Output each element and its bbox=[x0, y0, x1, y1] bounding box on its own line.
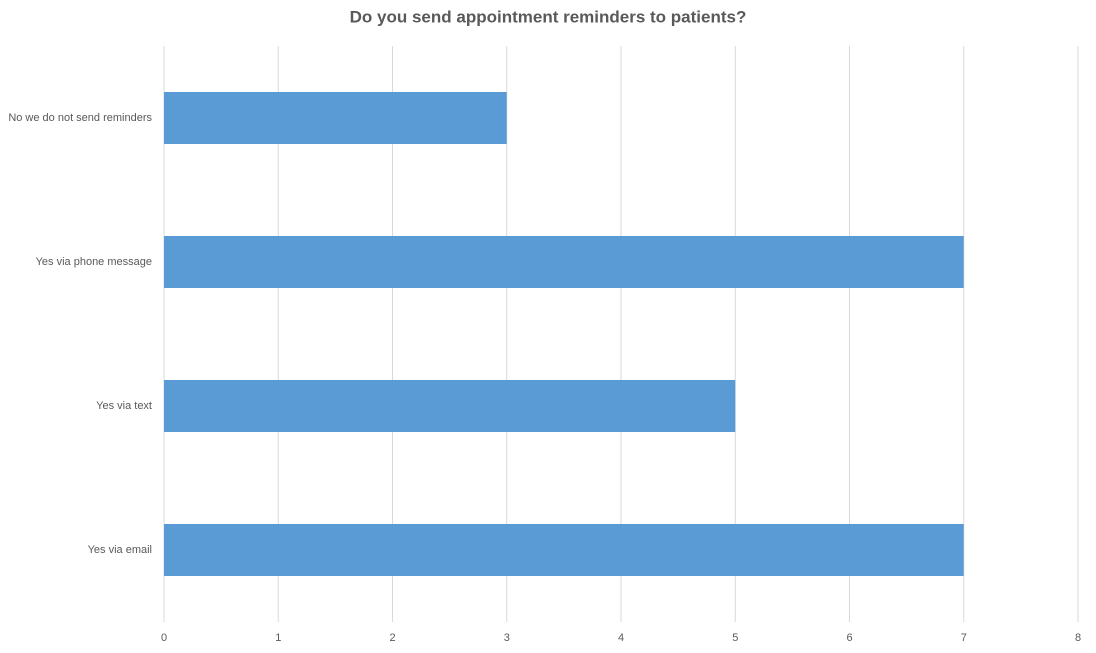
x-tick-label: 6 bbox=[846, 632, 852, 644]
y-tick-label: Yes via text bbox=[96, 400, 152, 412]
bar bbox=[164, 92, 507, 144]
bar bbox=[164, 380, 736, 432]
chart-title: Do you send appointment reminders to pat… bbox=[350, 7, 747, 26]
bar bbox=[164, 236, 964, 288]
x-tick-label: 4 bbox=[618, 632, 624, 644]
y-tick-label: No we do not send reminders bbox=[8, 112, 152, 124]
x-tick-label: 1 bbox=[275, 632, 281, 644]
y-tick-label: Yes via phone message bbox=[36, 256, 152, 268]
bar bbox=[164, 524, 964, 576]
x-tick-label: 0 bbox=[161, 632, 167, 644]
x-tick-label: 3 bbox=[504, 632, 510, 644]
x-tick-label: 8 bbox=[1075, 632, 1081, 644]
x-tick-label: 7 bbox=[961, 632, 967, 644]
x-tick-label: 2 bbox=[389, 632, 395, 644]
y-tick-label: Yes via email bbox=[88, 544, 152, 556]
x-tick-label: 5 bbox=[732, 632, 738, 644]
